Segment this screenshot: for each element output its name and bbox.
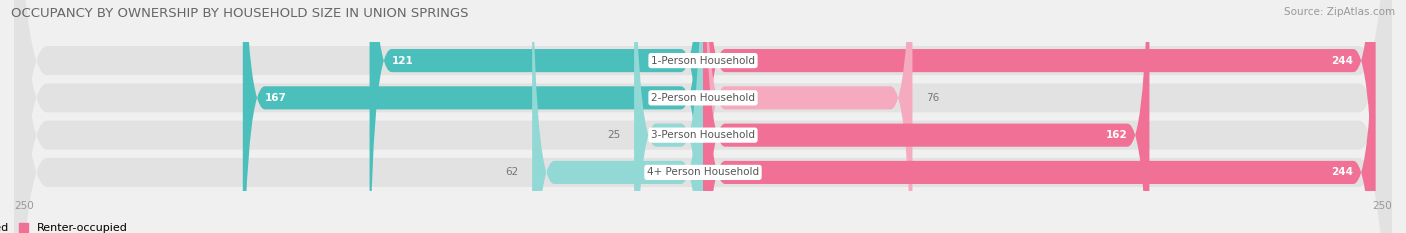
FancyBboxPatch shape: [703, 0, 912, 233]
FancyBboxPatch shape: [14, 0, 1392, 233]
Text: Source: ZipAtlas.com: Source: ZipAtlas.com: [1284, 7, 1395, 17]
Text: 162: 162: [1105, 130, 1128, 140]
Text: 121: 121: [392, 56, 413, 65]
Text: OCCUPANCY BY OWNERSHIP BY HOUSEHOLD SIZE IN UNION SPRINGS: OCCUPANCY BY OWNERSHIP BY HOUSEHOLD SIZE…: [11, 7, 468, 20]
Text: 250: 250: [14, 202, 34, 212]
FancyBboxPatch shape: [14, 0, 1392, 233]
Text: 62: 62: [505, 168, 519, 177]
Legend: Owner-occupied, Renter-occupied: Owner-occupied, Renter-occupied: [0, 223, 128, 233]
FancyBboxPatch shape: [370, 0, 703, 233]
Text: 25: 25: [607, 130, 620, 140]
FancyBboxPatch shape: [531, 0, 703, 233]
FancyBboxPatch shape: [14, 0, 1392, 233]
FancyBboxPatch shape: [703, 0, 1375, 233]
Text: 76: 76: [927, 93, 939, 103]
FancyBboxPatch shape: [634, 0, 703, 233]
Text: 167: 167: [264, 93, 287, 103]
Text: 2-Person Household: 2-Person Household: [651, 93, 755, 103]
Text: 1-Person Household: 1-Person Household: [651, 56, 755, 65]
FancyBboxPatch shape: [14, 0, 1392, 233]
FancyBboxPatch shape: [703, 0, 1150, 233]
Text: 3-Person Household: 3-Person Household: [651, 130, 755, 140]
Text: 244: 244: [1331, 168, 1354, 177]
Text: 4+ Person Household: 4+ Person Household: [647, 168, 759, 177]
FancyBboxPatch shape: [243, 0, 703, 233]
FancyBboxPatch shape: [703, 0, 1375, 233]
Text: 244: 244: [1331, 56, 1354, 65]
Text: 250: 250: [1372, 202, 1392, 212]
